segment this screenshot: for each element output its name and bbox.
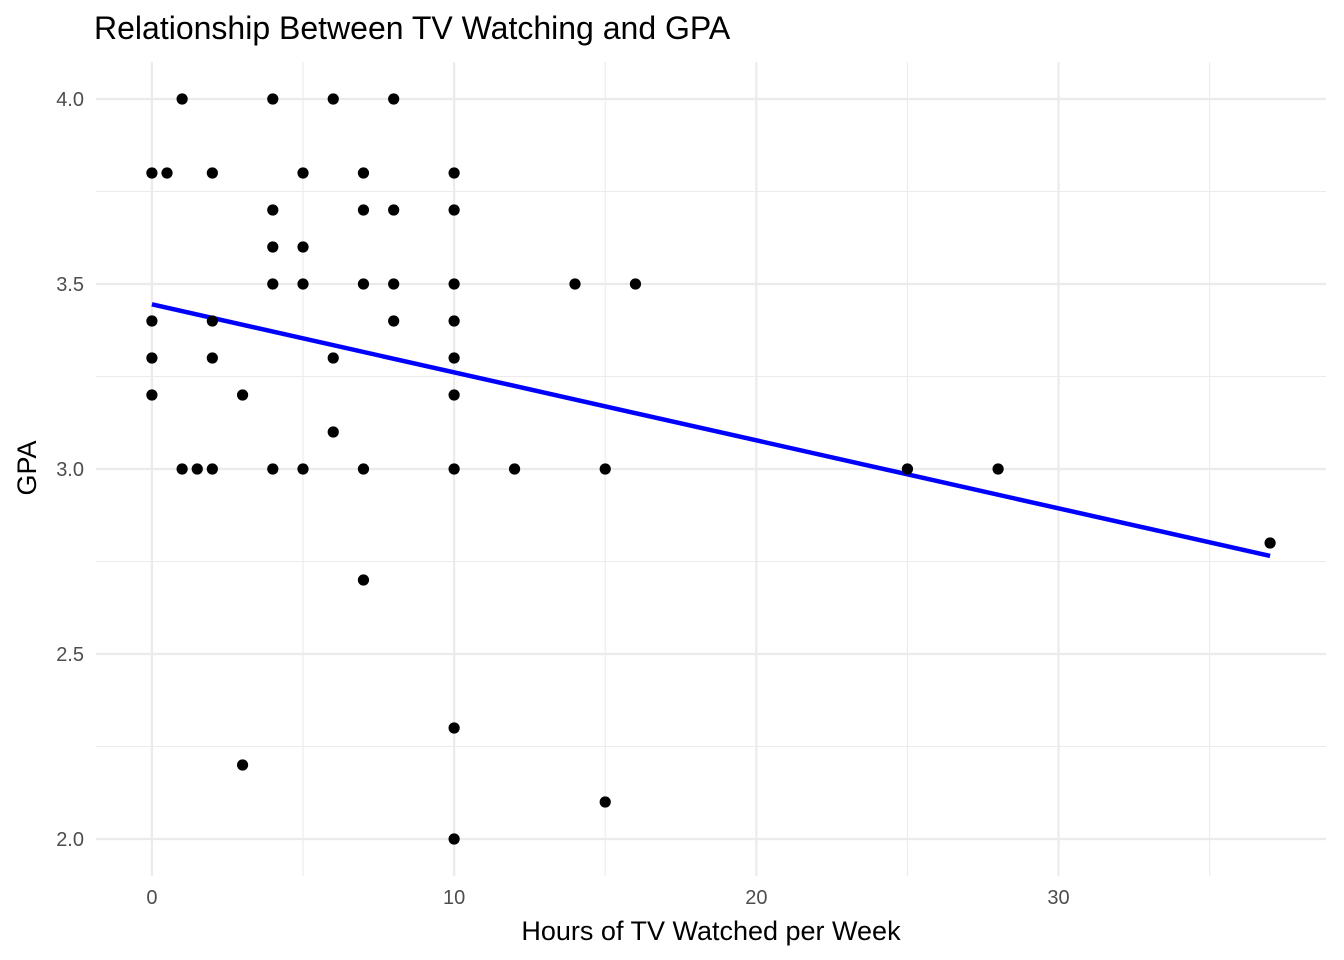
data-point <box>448 722 460 734</box>
y-tick-label: 3.0 <box>56 459 84 481</box>
data-point <box>569 278 581 290</box>
minor-gridlines <box>96 62 1326 876</box>
data-point <box>267 204 279 216</box>
data-point <box>267 463 279 475</box>
data-point <box>297 167 309 179</box>
data-point <box>1264 537 1276 549</box>
data-point <box>146 352 158 364</box>
data-point <box>448 315 460 327</box>
y-tick-label: 4.0 <box>56 89 84 111</box>
data-point <box>176 463 188 475</box>
x-tick-label: 20 <box>745 887 767 909</box>
y-axis-ticks: 2.0 2.5 3.0 3.5 4.0 <box>56 89 84 851</box>
data-point <box>357 278 370 290</box>
data-point <box>297 278 309 290</box>
data-point <box>146 389 158 401</box>
data-point <box>901 463 914 475</box>
data-point <box>327 352 339 364</box>
data-point <box>448 278 460 290</box>
y-tick-label: 2.0 <box>56 829 84 851</box>
data-point <box>448 463 460 475</box>
x-axis-title: Hours of TV Watched per Week <box>521 916 901 946</box>
x-tick-label: 30 <box>1047 887 1069 909</box>
data-point <box>206 352 218 364</box>
data-point <box>267 278 279 290</box>
data-point <box>206 463 218 475</box>
data-point <box>992 463 1004 475</box>
data-point <box>297 463 309 475</box>
data-point <box>448 352 460 364</box>
fit-line-layer <box>151 302 1271 559</box>
data-point <box>357 167 370 179</box>
data-point <box>357 463 370 475</box>
data-point <box>146 167 158 179</box>
data-point <box>176 93 188 105</box>
major-gridlines <box>96 62 1326 876</box>
data-point <box>448 389 460 401</box>
data-point <box>388 278 400 290</box>
data-point <box>508 463 521 475</box>
data-point <box>146 315 158 327</box>
y-axis-title: GPA <box>12 440 42 495</box>
x-tick-label: 10 <box>443 887 465 909</box>
y-tick-label: 2.5 <box>56 644 84 666</box>
data-point <box>448 167 460 179</box>
data-point <box>297 241 309 253</box>
data-point <box>236 389 249 401</box>
data-point <box>191 463 203 475</box>
data-point <box>357 204 370 216</box>
data-point <box>388 93 400 105</box>
data-point <box>236 759 249 771</box>
x-axis-ticks: 0 10 20 30 <box>146 887 1069 909</box>
data-point <box>327 93 339 105</box>
points-layer <box>146 93 1276 845</box>
data-point <box>357 574 370 586</box>
data-point <box>206 167 218 179</box>
regression-line <box>151 302 1271 559</box>
data-point <box>161 167 173 179</box>
data-point <box>206 315 218 327</box>
x-tick-label: 0 <box>146 887 157 909</box>
data-point <box>599 796 611 808</box>
data-point <box>267 93 279 105</box>
data-point <box>267 241 279 253</box>
data-point <box>327 426 339 438</box>
data-point <box>448 833 460 845</box>
data-point <box>629 278 642 290</box>
y-tick-label: 3.5 <box>56 274 84 296</box>
data-point <box>388 204 400 216</box>
data-point <box>448 204 460 216</box>
chart-title: Relationship Between TV Watching and GPA <box>94 10 731 46</box>
data-point <box>388 315 400 327</box>
data-point <box>599 463 611 475</box>
